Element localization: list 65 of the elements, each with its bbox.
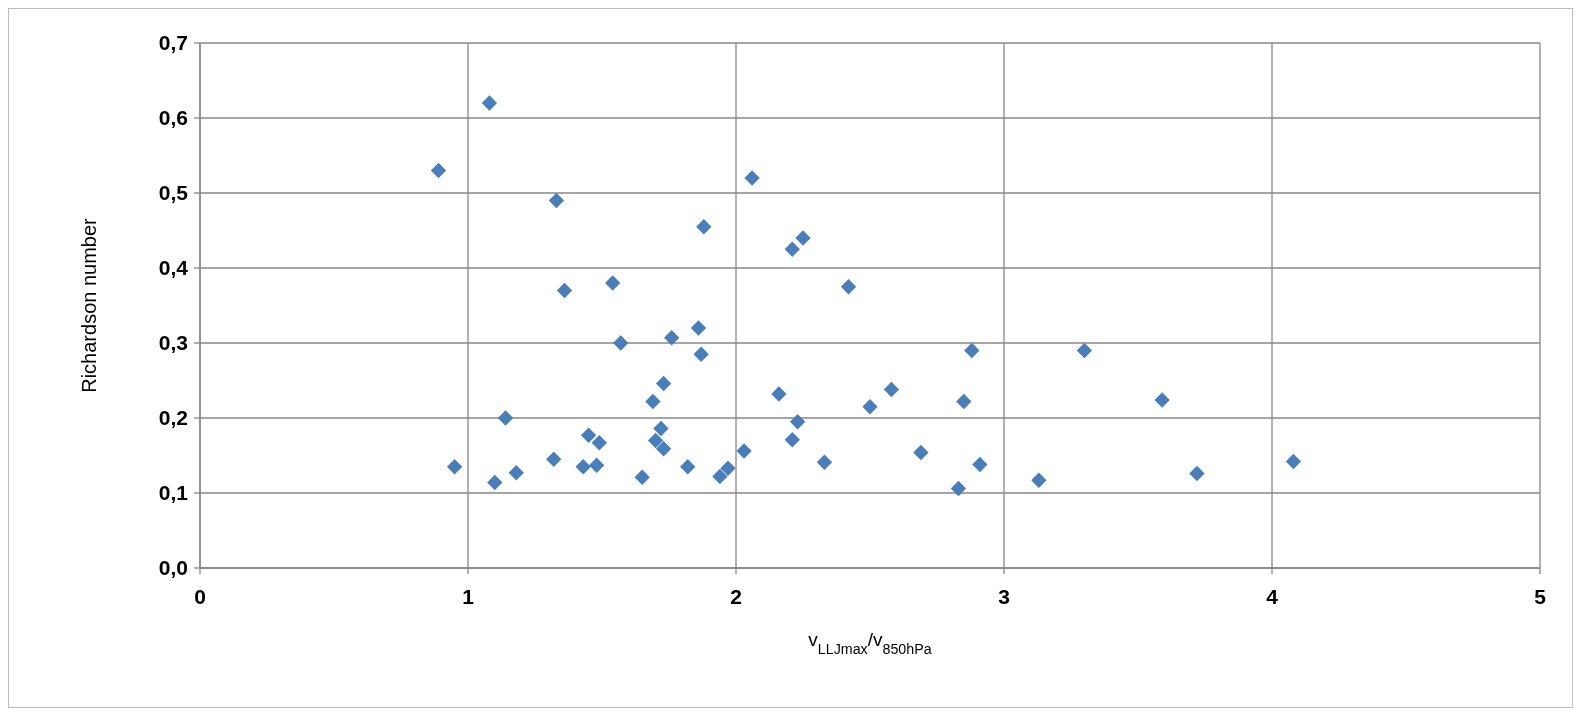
x-tick-label: 3 — [998, 585, 1010, 608]
point — [784, 432, 800, 448]
point — [1154, 392, 1170, 408]
point — [645, 393, 661, 410]
point — [446, 459, 463, 475]
point — [1189, 465, 1205, 482]
point — [497, 410, 514, 426]
point — [736, 443, 752, 459]
point — [690, 320, 707, 336]
y-tick-label: 0,3 — [158, 331, 188, 355]
x-tick-label: 2 — [730, 585, 742, 608]
point — [1031, 472, 1047, 488]
x-tick-label: 0 — [194, 585, 206, 608]
y-axis-title: Richardson number — [78, 217, 100, 393]
point — [591, 435, 607, 451]
point — [655, 375, 672, 392]
point — [840, 279, 857, 295]
point — [913, 444, 929, 461]
point — [680, 459, 696, 475]
point — [720, 460, 736, 476]
y-tick-label: 0,1 — [158, 481, 189, 505]
point — [693, 346, 709, 362]
point — [1076, 342, 1093, 359]
point — [634, 469, 650, 485]
point — [816, 454, 833, 470]
point — [795, 230, 811, 246]
y-tick-label: 0,5 — [158, 181, 189, 205]
point — [964, 342, 980, 359]
point — [487, 474, 503, 491]
y-tick-label: 0,6 — [158, 106, 188, 130]
point — [605, 275, 621, 291]
point — [481, 95, 498, 111]
point — [548, 192, 565, 209]
point — [744, 170, 760, 186]
point — [771, 386, 787, 402]
y-tick-label: 0,2 — [158, 406, 188, 430]
point — [575, 459, 591, 475]
point — [430, 162, 447, 179]
point — [956, 393, 972, 410]
point — [1285, 453, 1302, 470]
point — [950, 480, 967, 497]
point — [862, 399, 878, 415]
x-tick-label: 4 — [1266, 585, 1279, 608]
point — [696, 219, 712, 235]
point — [508, 465, 524, 481]
point — [613, 335, 629, 351]
point — [883, 381, 900, 398]
x-axis-title: v$_{LLJmax}$/v$_{850hPa}$ — [808, 629, 932, 657]
y-tick-label: 0,7 — [158, 31, 188, 55]
y-tick-label: 0,4 — [158, 256, 189, 280]
x-tick-label: 5 — [1534, 585, 1547, 608]
point — [655, 441, 672, 457]
point — [546, 451, 562, 467]
point — [647, 432, 664, 449]
point — [653, 420, 669, 437]
point — [784, 241, 800, 257]
point — [789, 414, 806, 430]
x-tick-label: 1 — [462, 585, 475, 608]
point — [556, 282, 573, 299]
point — [664, 330, 680, 346]
point — [580, 427, 597, 443]
point — [712, 468, 728, 485]
y-tick-label: 0,0 — [158, 556, 188, 580]
point — [588, 457, 605, 473]
point — [972, 456, 988, 473]
